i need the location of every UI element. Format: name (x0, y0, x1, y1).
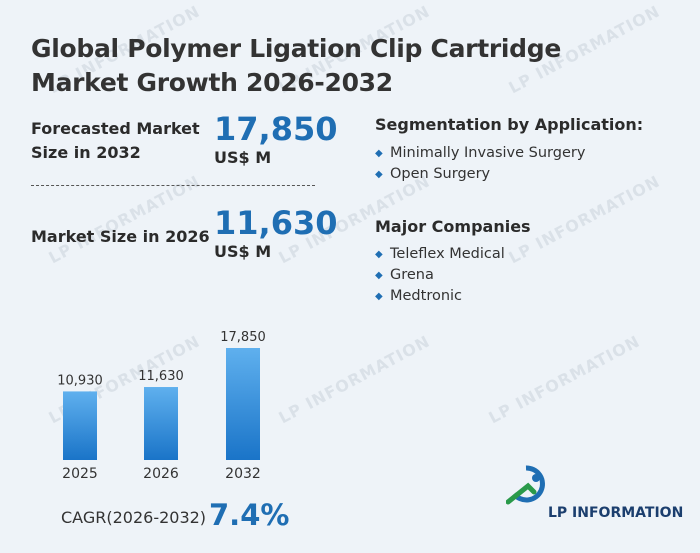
list-item: ◆ Medtronic (375, 286, 505, 307)
kpi-current-value: 11,630 (214, 204, 338, 242)
bar-2026 (144, 387, 178, 460)
bullet-icon: ◆ (375, 148, 383, 159)
x-tick-label: 2032 (225, 466, 261, 482)
list-item: ◆ Teleflex Medical (375, 244, 505, 265)
logo-text: LP INFORMATION (548, 505, 684, 521)
segment-label: Open Surgery (390, 166, 491, 182)
company-label: Medtronic (390, 288, 463, 304)
data-label: 10,930 (57, 373, 103, 388)
bar-2032 (226, 348, 260, 460)
segmentation-list: ◆ Minimally Invasive Surgery ◆ Open Surger… (375, 143, 585, 185)
cagr-label: CAGR(2026-2032) (61, 508, 207, 527)
list-item: ◆ Open Surgery (375, 164, 585, 185)
kpi-forecast-unit: US$ M (214, 148, 272, 167)
kpi-current-label: Market Size in 2026 (31, 227, 210, 246)
company-label: Grena (390, 267, 434, 283)
kpi-divider (31, 185, 315, 186)
list-item: ◆ Minimally Invasive Surgery (375, 143, 585, 164)
bar-chart: 10,930 2025 11,630 2026 17,850 2032 (57, 330, 266, 482)
data-label: 11,630 (138, 369, 184, 384)
cagr-value: 7.4% (209, 498, 290, 532)
watermark-text: LP INFORMATION (485, 331, 644, 428)
bar-2025 (63, 391, 97, 460)
kpi-forecast-value: 17,850 (214, 110, 338, 148)
bullet-icon: ◆ (375, 169, 383, 180)
segment-label: Minimally Invasive Surgery (390, 145, 586, 161)
x-tick-label: 2026 (143, 466, 179, 482)
page-title: Global Polymer Ligation Clip Cartridge M… (31, 34, 561, 97)
kpi-current-unit: US$ M (214, 242, 272, 261)
lp-information-logo-icon (506, 465, 545, 505)
data-label: 17,850 (220, 330, 266, 345)
x-tick-label: 2025 (62, 466, 98, 482)
segmentation-title: Segmentation by Application: (375, 115, 644, 134)
bullet-icon: ◆ (375, 249, 383, 260)
bullet-icon: ◆ (375, 270, 383, 281)
bullet-icon: ◆ (375, 291, 383, 302)
list-item: ◆ Grena (375, 265, 505, 286)
kpi-forecast-label: Forecasted Market Size in 2032 (31, 119, 200, 162)
companies-title: Major Companies (375, 217, 531, 236)
companies-list: ◆ Teleflex Medical ◆ Grena ◆ Medtronic (375, 244, 505, 307)
company-label: Teleflex Medical (390, 246, 505, 262)
